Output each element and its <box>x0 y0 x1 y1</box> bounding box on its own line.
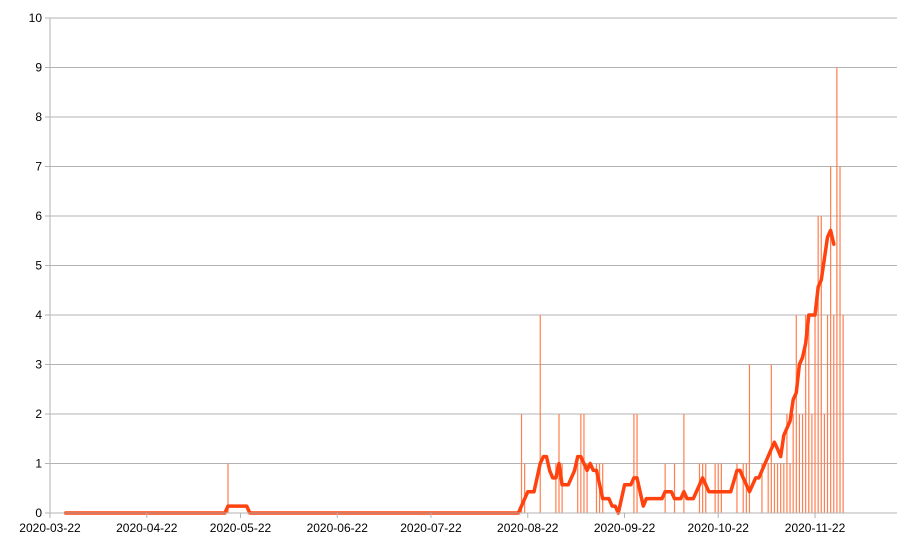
y-tick-label: 5 <box>35 259 42 273</box>
y-tick-label: 10 <box>29 11 43 25</box>
y-tick-label: 9 <box>35 61 42 75</box>
y-tick-label: 1 <box>35 457 42 471</box>
axes <box>45 17 897 518</box>
x-tick-label: 2020-04-22 <box>116 521 178 535</box>
series-line <box>63 228 836 515</box>
gridlines <box>50 17 897 514</box>
y-tick-label: 6 <box>35 209 42 223</box>
x-tick-label: 2020-09-22 <box>594 521 656 535</box>
x-tick-label: 2020-05-22 <box>210 521 272 535</box>
y-tick-label: 3 <box>35 358 42 372</box>
x-tick-label: 2020-06-22 <box>307 521 369 535</box>
y-tick-label: 4 <box>35 308 42 322</box>
y-tick-label: 0 <box>35 506 42 520</box>
x-tick-label: 2020-08-22 <box>497 521 559 535</box>
x-tick-label: 2020-03-22 <box>19 521 81 535</box>
y-tick-label: 8 <box>35 110 42 124</box>
x-tick-label: 2020-11-22 <box>785 521 846 535</box>
x-tick-label: 2020-10-22 <box>688 521 750 535</box>
daily-bars <box>227 67 844 513</box>
y-tick-label: 2 <box>35 407 42 421</box>
x-tick-label: 2020-07-22 <box>400 521 462 535</box>
tick-labels: 0 1 2 3 4 5 6 7 8 9 10 2020-03-22 2020-04-22 2020-05-… <box>19 11 845 535</box>
y-tick-label: 7 <box>35 160 42 174</box>
average-line <box>63 228 836 515</box>
